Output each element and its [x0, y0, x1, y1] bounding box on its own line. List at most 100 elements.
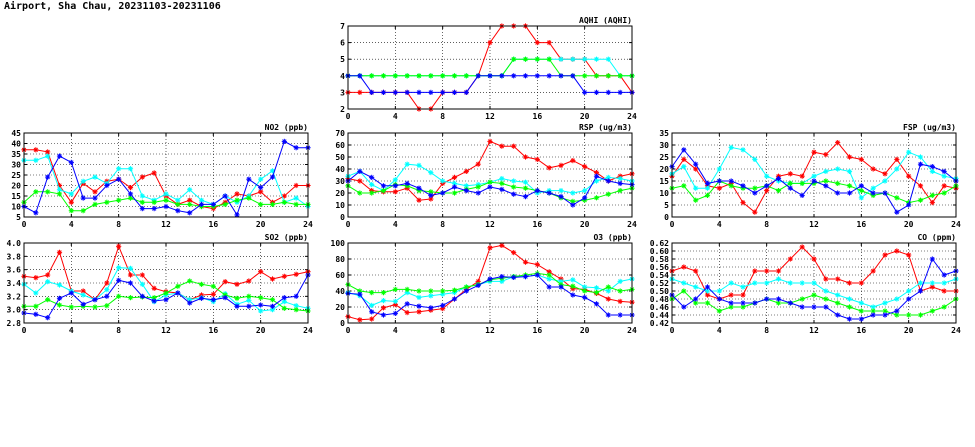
y-tick-label: 0.48	[650, 295, 669, 304]
data-point-blue	[210, 297, 216, 303]
data-point-cyan	[752, 280, 758, 286]
data-point-blue	[511, 274, 517, 280]
y-tick-label: 6	[340, 39, 345, 48]
data-point-red	[764, 188, 770, 194]
data-point-blue	[546, 284, 552, 290]
data-point-green	[858, 188, 864, 194]
data-point-cyan	[593, 56, 600, 62]
x-tick-label: 8	[116, 220, 121, 229]
x-tick-label: 16	[209, 220, 219, 229]
x-tick-label: 0	[346, 112, 351, 121]
data-point-blue	[380, 183, 387, 189]
data-point-blue	[127, 280, 134, 286]
data-point-green	[163, 197, 169, 203]
y-tick-label: 5	[340, 55, 345, 64]
data-point-red	[511, 250, 517, 256]
y-tick-label: 25	[659, 153, 669, 162]
data-point-red	[392, 189, 398, 195]
data-point-green	[187, 278, 193, 284]
data-point-blue	[33, 210, 39, 216]
data-point-blue	[116, 176, 122, 182]
data-point-red	[210, 291, 216, 297]
data-point-blue	[846, 190, 853, 196]
data-point-blue	[605, 312, 611, 318]
x-tick-label: 20	[904, 220, 914, 229]
data-point-blue	[858, 316, 864, 322]
data-point-blue	[80, 195, 86, 201]
data-point-blue	[546, 190, 552, 196]
data-point-cyan	[894, 296, 900, 302]
data-point-blue	[704, 180, 711, 186]
data-point-red	[617, 298, 623, 304]
data-point-blue	[369, 174, 375, 180]
data-point-blue	[258, 185, 264, 191]
x-tick-label: 20	[580, 220, 590, 229]
data-point-green	[787, 180, 793, 186]
data-point-blue	[858, 183, 864, 189]
y-tick-label: 80	[335, 255, 345, 264]
data-point-blue	[187, 210, 193, 216]
data-point-blue	[357, 291, 363, 297]
data-point-green	[139, 199, 145, 205]
data-point-blue	[617, 312, 623, 318]
data-point-blue	[941, 272, 947, 278]
data-point-green	[151, 295, 157, 301]
data-point-cyan	[870, 185, 876, 191]
y-tick-label: 0.44	[650, 311, 669, 320]
data-point-red	[534, 40, 540, 46]
data-point-green	[511, 56, 517, 62]
data-point-green	[163, 290, 169, 296]
data-point-blue	[380, 89, 387, 95]
y-tick-label: 0.56	[650, 263, 669, 272]
data-point-blue	[558, 73, 564, 79]
data-point-green	[846, 183, 853, 189]
data-point-cyan	[605, 56, 611, 62]
y-tick-label: 0.52	[650, 279, 669, 288]
data-point-red	[906, 173, 912, 179]
data-point-green	[258, 201, 264, 207]
data-point-cyan	[369, 302, 375, 308]
data-point-green	[416, 73, 422, 79]
data-point-cyan	[258, 308, 264, 314]
x-tick-label: 24	[627, 220, 637, 229]
data-point-blue	[499, 186, 505, 192]
x-tick-label: 0	[22, 220, 27, 229]
data-point-green	[752, 185, 758, 191]
data-point-cyan	[593, 285, 600, 291]
data-point-green	[392, 286, 398, 292]
data-point-red	[681, 156, 687, 162]
data-point-cyan	[929, 168, 935, 174]
data-point-blue	[281, 138, 287, 144]
data-point-red	[151, 170, 157, 176]
data-point-blue	[534, 188, 540, 194]
data-point-green	[127, 295, 134, 301]
data-point-blue	[558, 284, 564, 290]
data-point-blue	[522, 73, 529, 79]
y-tick-label: 10	[335, 201, 345, 210]
data-point-green	[617, 73, 623, 79]
y-tick-label: 30	[659, 141, 669, 150]
data-point-green	[175, 201, 181, 207]
data-point-green	[593, 290, 600, 296]
y-tick-label: 5	[16, 213, 21, 222]
data-point-blue	[811, 178, 817, 184]
data-point-red	[693, 166, 699, 172]
data-point-cyan	[593, 178, 600, 184]
x-tick-label: 0	[670, 326, 675, 335]
data-point-red	[234, 281, 240, 287]
x-tick-label: 12	[809, 220, 819, 229]
plot-frame	[347, 242, 633, 324]
data-point-blue	[151, 298, 157, 304]
data-point-cyan	[511, 178, 517, 184]
data-point-green	[380, 290, 387, 296]
data-point-cyan	[127, 265, 134, 271]
x-tick-label: 24	[303, 220, 313, 229]
data-point-cyan	[56, 187, 63, 193]
y-tick-label: 3	[340, 88, 345, 97]
data-point-red	[357, 178, 363, 184]
so2-title: SO2 (ppb)	[265, 233, 308, 242]
data-point-blue	[269, 303, 276, 309]
data-point-blue	[882, 190, 888, 196]
data-point-red	[45, 272, 51, 278]
y-tick-label: 3.0	[7, 306, 22, 315]
